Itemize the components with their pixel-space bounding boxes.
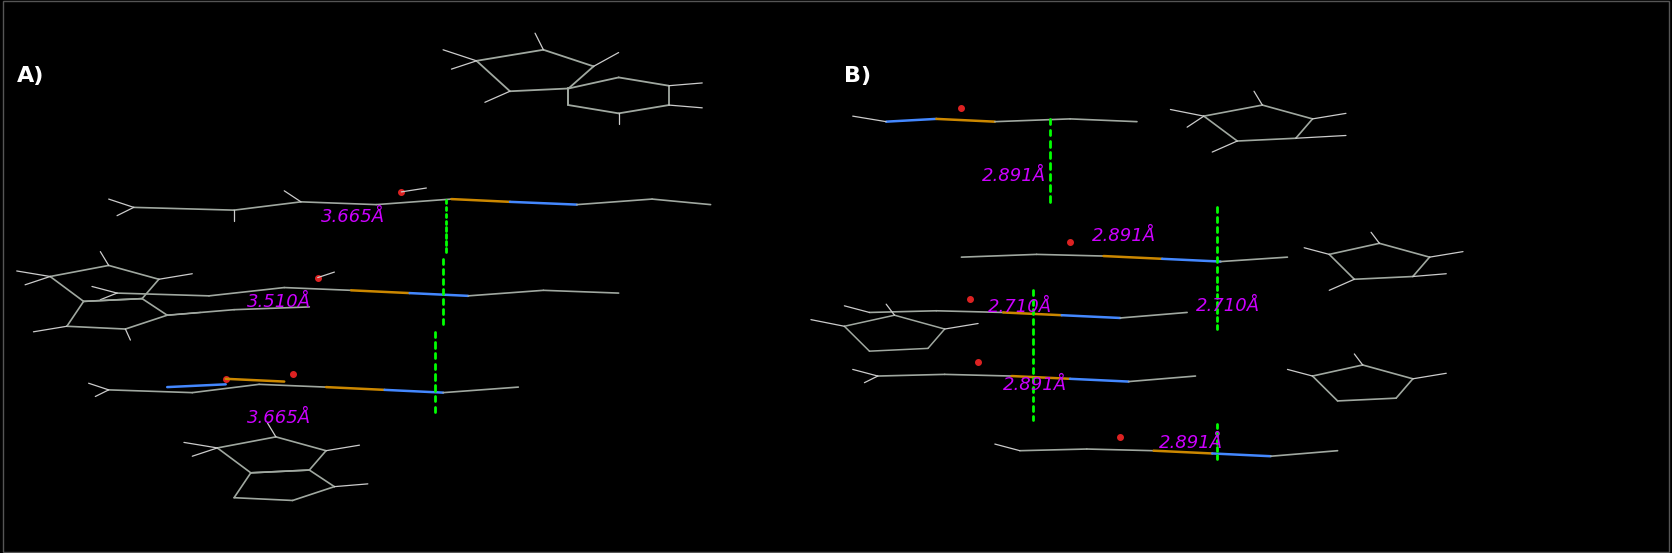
Text: A): A) xyxy=(17,66,43,86)
Text: 3.510Å: 3.510Å xyxy=(247,293,311,311)
Text: 2.891Å: 2.891Å xyxy=(1092,227,1155,244)
Text: 2.710Å: 2.710Å xyxy=(1195,297,1259,315)
Text: 2.891Å: 2.891Å xyxy=(1159,434,1222,452)
Text: B): B) xyxy=(844,66,871,86)
Text: 2.710Å: 2.710Å xyxy=(988,299,1052,316)
Text: 2.891Å: 2.891Å xyxy=(981,168,1045,185)
Text: 3.665Å: 3.665Å xyxy=(321,208,385,226)
Text: 2.891Å: 2.891Å xyxy=(1003,376,1067,394)
Text: 3.665Å: 3.665Å xyxy=(247,409,311,427)
